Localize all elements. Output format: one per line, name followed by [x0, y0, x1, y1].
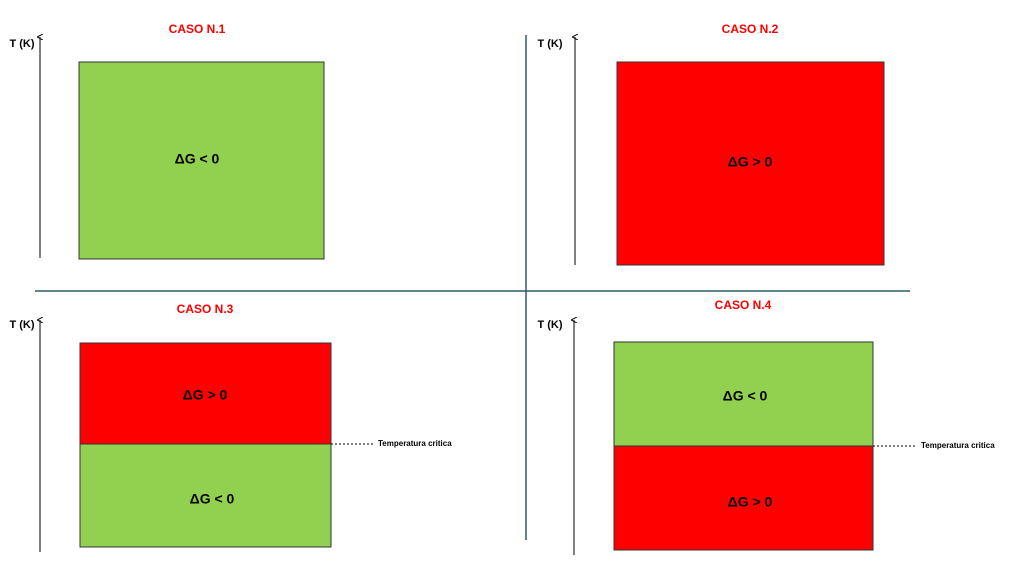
region: [616, 61, 885, 266]
region-label: ΔG < 0: [190, 491, 235, 507]
region-label: ΔG < 0: [723, 388, 768, 404]
region: [79, 342, 332, 445]
region-label: ΔG > 0: [728, 494, 773, 510]
panel-title: CASO N.2: [722, 22, 779, 36]
region: [79, 443, 332, 548]
region-label: ΔG < 0: [175, 151, 220, 167]
panel-title: CASO N.4: [715, 298, 772, 312]
region: [613, 445, 874, 551]
axis-label: T (K): [9, 319, 34, 331]
critical-label: Temperatura critica: [921, 441, 995, 450]
axis-label: T (K): [9, 38, 34, 50]
region: [613, 341, 874, 447]
region: [78, 61, 325, 260]
panel-title: CASO N.1: [169, 22, 226, 36]
critical-label: Temperatura critica: [378, 439, 452, 448]
axis-label: T (K): [537, 319, 562, 331]
region-label: ΔG > 0: [183, 387, 228, 403]
region-label: ΔG > 0: [728, 154, 773, 170]
axis-label: T (K): [537, 38, 562, 50]
panel-title: CASO N.3: [177, 302, 234, 316]
